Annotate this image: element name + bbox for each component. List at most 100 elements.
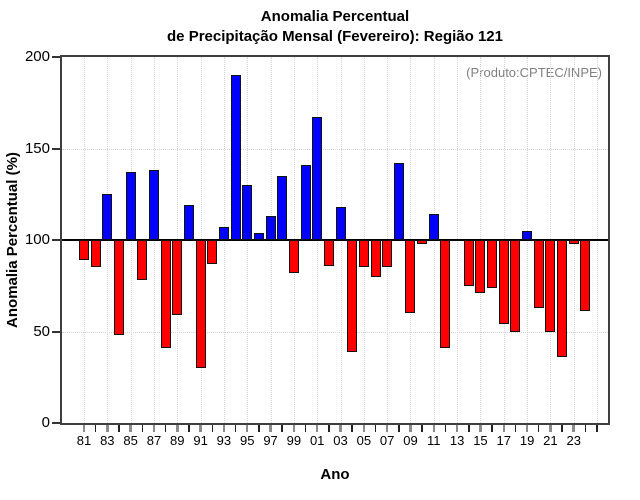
bar-year-84 (113, 240, 124, 336)
x-axis-tick (572, 425, 575, 432)
plot-area: (Produto:CPTEC/INPE) (60, 55, 610, 425)
x-axis-tick (491, 425, 493, 432)
bar-year-03 (335, 207, 346, 240)
y-axis-tick-label: 50 (33, 322, 50, 340)
x-axis-tick (537, 425, 540, 432)
bar-year-93 (218, 227, 229, 240)
x-axis-tick-label: 17 (496, 433, 511, 448)
x-axis-tick (596, 425, 598, 432)
x-axis-tick-label: 13 (449, 433, 465, 448)
bar-year-94 (230, 75, 241, 240)
x-axis-tick (374, 425, 377, 432)
x-axis-tick (479, 425, 482, 432)
x-axis-tick-label: 87 (146, 433, 162, 448)
x-axis-tick (432, 425, 436, 432)
x-axis-title: Ano (320, 466, 350, 483)
x-axis-tick (281, 425, 283, 432)
x-axis-tick (152, 425, 156, 432)
x-axis-tick (584, 425, 587, 432)
bar-year-92 (207, 240, 218, 264)
x-axis-tick-label: 19 (519, 433, 535, 448)
bar-year-18 (510, 240, 521, 332)
y-axis-tick-label: 150 (24, 139, 50, 157)
x-axis-tick (444, 425, 447, 432)
bar-year-83 (102, 194, 113, 240)
bar-year-90 (183, 205, 194, 240)
x-axis-tick (315, 425, 319, 432)
bar-year-12 (440, 240, 451, 348)
bar-year-89 (172, 240, 183, 316)
x-axis-tick (176, 425, 179, 432)
bar-year-96 (253, 232, 264, 240)
x-axis-tick-label: 81 (76, 433, 92, 448)
bar-year-02 (323, 240, 334, 266)
x-axis-tick-label: 95 (240, 433, 255, 448)
chart-title-line1: Anomalia Percentual (260, 8, 410, 25)
bar-year-09 (405, 240, 416, 314)
x-axis-tick (164, 425, 167, 432)
x-axis-tick (409, 425, 412, 432)
x-axis-tick (118, 425, 120, 432)
y-axis-tick (52, 239, 60, 241)
x-axis-tick-label: 09 (403, 433, 418, 448)
bar-year-10 (417, 240, 428, 244)
x-axis-tick (514, 425, 517, 432)
x-axis-tick (129, 425, 132, 432)
x-axis-tick-label: 11 (427, 433, 441, 448)
x-axis-tick-label: 99 (286, 433, 302, 448)
y-axis-tick-label: 0 (41, 414, 50, 431)
source-annotation: (Produto:CPTEC/INPE) (466, 65, 602, 80)
x-axis-tick (549, 425, 552, 432)
bar-year-17 (498, 240, 509, 325)
bar-year-98 (277, 175, 288, 240)
x-axis-tick (82, 425, 86, 432)
y-axis-tick (52, 147, 60, 150)
bar-year-06 (370, 240, 381, 277)
y-axis-tick (52, 422, 60, 424)
chart-title-line2: de Precipitação Mensal (Fevereiro): Regi… (167, 28, 503, 45)
x-axis-tick (525, 425, 529, 432)
bar-year-88 (160, 240, 171, 348)
bar-year-15 (475, 240, 486, 294)
x-axis-tick (421, 425, 423, 432)
x-axis-tick-label: 83 (100, 433, 115, 448)
bar-year-23 (568, 240, 579, 244)
bar-year-11 (428, 214, 439, 240)
x-axis-tick (106, 425, 109, 432)
bar-year-95 (242, 185, 253, 240)
bar-year-22 (557, 240, 568, 358)
x-axis-tick (292, 425, 296, 432)
x-axis-tick (351, 425, 353, 432)
y-axis-tick (52, 330, 60, 333)
x-axis-tick (362, 425, 366, 432)
bar-year-86 (137, 240, 148, 281)
x-axis-tick (188, 425, 190, 432)
bar-year-01 (312, 117, 323, 240)
x-axis-tick (258, 425, 260, 432)
bar-year-08 (393, 163, 404, 240)
x-axis-tick-label: 89 (170, 433, 185, 448)
x-axis-tick (502, 425, 505, 432)
y-axis-tick-label: 100 (24, 231, 50, 248)
x-axis-tick-label: 91 (193, 433, 208, 448)
y-axis-tick (52, 56, 60, 58)
x-axis-tick-label: 85 (123, 433, 138, 448)
bar-year-04 (347, 240, 358, 352)
x-axis-tick (339, 425, 342, 432)
bar-year-14 (463, 240, 474, 286)
x-axis-tick (468, 425, 470, 432)
x-axis-tick (141, 425, 144, 432)
x-axis-tick (211, 425, 213, 432)
y-axis-tick-label: 200 (24, 48, 50, 65)
horizontal-gridline (62, 148, 608, 150)
x-axis-tick-label: 97 (263, 433, 278, 448)
baseline-100pct (62, 239, 608, 241)
bar-year-00 (300, 164, 311, 240)
bar-year-81 (79, 240, 89, 261)
x-axis-tick (234, 425, 237, 432)
bar-year-91 (195, 240, 206, 369)
x-axis-tick-label: 05 (356, 433, 372, 448)
bar-year-21 (545, 240, 556, 332)
bar-year-85 (125, 172, 136, 240)
bar-year-20 (533, 240, 544, 308)
